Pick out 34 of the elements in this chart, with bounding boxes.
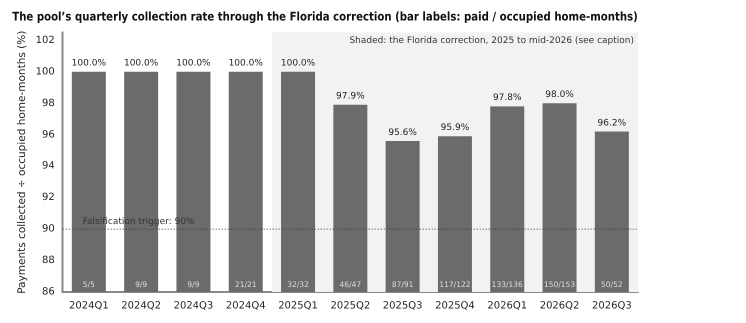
data-label: 98.0%: [545, 90, 574, 100]
chart-title: The pool’s quarterly collection rate through the Florida correction (bar labels: paid / occupied home-months): [12, 10, 638, 24]
y-tick-label: 98: [42, 98, 55, 109]
x-tick-label: 2025Q4: [435, 300, 475, 312]
x-tick-label: 2024Q4: [226, 300, 266, 312]
x-tick-label: 2026Q1: [487, 300, 528, 312]
y-tick-label: 86: [42, 286, 55, 298]
y-tick-label: 88: [42, 255, 55, 266]
data-label: 100.0%: [72, 58, 106, 69]
data-label: 95.6%: [388, 128, 418, 138]
y-tick-label: 102: [36, 34, 55, 46]
y-axis-title: Payments collected ÷ occupied home-months (%): [16, 30, 28, 294]
data-label: 97.9%: [336, 92, 366, 102]
y-tick-label: 100: [36, 66, 55, 78]
y-tick-label: 94: [42, 160, 55, 172]
data-label: 100.0%: [228, 58, 264, 69]
x-tick-label: 2026Q2: [540, 300, 580, 312]
x-tick-label: 2025Q2: [330, 300, 370, 312]
x-tick-label: 2025Q3: [382, 300, 422, 312]
band-label: Shaded: the Florida correction, 2025 to mid-2026 (see caption): [349, 36, 634, 46]
data-label: 96.2%: [598, 118, 627, 128]
x-tick-label: 2024Q3: [174, 300, 214, 312]
y-tick-label: 96: [42, 129, 55, 140]
x-tick-label: 2024Q2: [121, 300, 161, 312]
x-tick-label: 2026Q3: [592, 300, 632, 312]
y-tick-label: 92: [42, 192, 55, 204]
x-tick-label: 2025Q1: [278, 300, 318, 312]
data-label: 100.0%: [176, 58, 212, 69]
data-label: 100.0%: [280, 58, 316, 69]
data-label: 95.9%: [440, 123, 470, 134]
x-tick-label: 2024Q1: [68, 300, 109, 312]
y-tick-label: 90: [42, 224, 55, 235]
data-label: 100.0%: [124, 58, 159, 69]
data-label: 97.8%: [492, 93, 522, 104]
